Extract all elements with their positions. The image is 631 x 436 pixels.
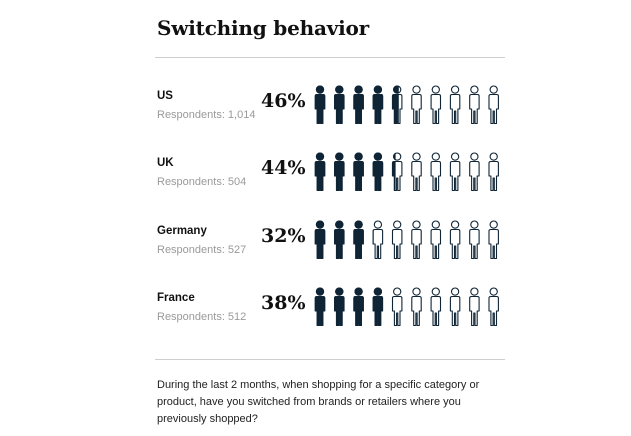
country-label: Germany <box>157 225 207 237</box>
person-icon <box>372 287 384 327</box>
chart-card: Switching behavior US Respondents: 1,014… <box>155 0 505 436</box>
person-fill <box>372 152 384 192</box>
person-fill <box>314 287 326 327</box>
person-icon <box>391 220 403 260</box>
person-icon <box>391 152 403 192</box>
person-fill <box>353 287 364 327</box>
pictogram-row-france <box>314 287 499 327</box>
percent-label: 32% <box>261 225 306 247</box>
country-label: US <box>157 90 173 102</box>
person-icon <box>334 220 345 260</box>
person-icon <box>391 85 403 125</box>
person-fill <box>314 152 326 192</box>
person-icon <box>372 85 384 125</box>
person-icon <box>411 85 422 125</box>
percent-label: 38% <box>261 292 306 314</box>
person-icon <box>314 287 326 327</box>
person-icon <box>372 220 384 260</box>
person-icon <box>314 152 326 192</box>
person-icon <box>430 85 442 125</box>
person-icon <box>372 152 384 192</box>
person-icon <box>488 152 499 192</box>
chart-title: Switching behavior <box>157 16 370 40</box>
person-icon <box>469 85 480 125</box>
person-icon <box>488 220 499 260</box>
person-fill <box>391 152 396 192</box>
person-icon <box>411 152 422 192</box>
person-fill <box>334 287 345 327</box>
person-fill <box>314 85 326 125</box>
person-fill <box>353 152 364 192</box>
percent-label: 44% <box>261 157 306 179</box>
pictogram-row-germany <box>314 220 499 260</box>
person-icon <box>391 287 403 327</box>
person-fill <box>353 85 364 125</box>
person-icon <box>353 220 364 260</box>
person-icon <box>488 287 499 327</box>
person-fill <box>353 220 364 260</box>
person-icon <box>334 287 345 327</box>
person-icon <box>430 287 442 327</box>
person-fill <box>372 287 383 327</box>
person-icon <box>411 220 422 260</box>
person-icon <box>314 85 326 125</box>
person-icon <box>469 287 480 327</box>
person-icon <box>353 287 364 327</box>
person-fill <box>372 85 384 125</box>
person-icon <box>469 220 480 260</box>
person-fill <box>334 220 345 260</box>
person-fill <box>334 152 345 192</box>
pictogram-row-uk <box>314 152 499 192</box>
person-icon <box>449 220 461 260</box>
person-icon <box>353 152 364 192</box>
person-icon <box>334 85 345 125</box>
row-uk: UK Respondents: 504 44% <box>155 152 505 207</box>
percent-label: 46% <box>261 90 306 112</box>
row-germany: Germany Respondents: 527 32% <box>155 220 505 275</box>
row-france: France Respondents: 512 38% <box>155 287 505 342</box>
row-us: US Respondents: 1,014 46% <box>155 85 505 140</box>
top-divider <box>155 57 505 58</box>
respondents-label: Respondents: 512 <box>157 311 247 323</box>
respondents-label: Respondents: 504 <box>157 176 247 188</box>
country-label: France <box>157 292 195 304</box>
person-icon <box>411 287 422 327</box>
person-fill <box>314 220 326 260</box>
person-fill <box>391 85 399 125</box>
survey-question: During the last 2 months, when shopping … <box>157 379 480 425</box>
person-fill <box>334 85 345 125</box>
person-icon <box>353 85 364 125</box>
person-icon <box>334 152 345 192</box>
person-icon <box>449 152 461 192</box>
person-icon <box>314 220 326 260</box>
pictogram-row-us <box>314 85 499 125</box>
person-icon <box>430 152 442 192</box>
person-icon <box>469 152 480 192</box>
person-icon <box>488 85 499 125</box>
person-icon <box>449 85 461 125</box>
respondents-label: Respondents: 527 <box>157 244 247 256</box>
respondents-label: Respondents: 1,014 <box>157 109 256 121</box>
person-icon <box>430 220 442 260</box>
bottom-divider <box>155 359 505 360</box>
country-label: UK <box>157 157 174 169</box>
person-icon <box>449 287 461 327</box>
